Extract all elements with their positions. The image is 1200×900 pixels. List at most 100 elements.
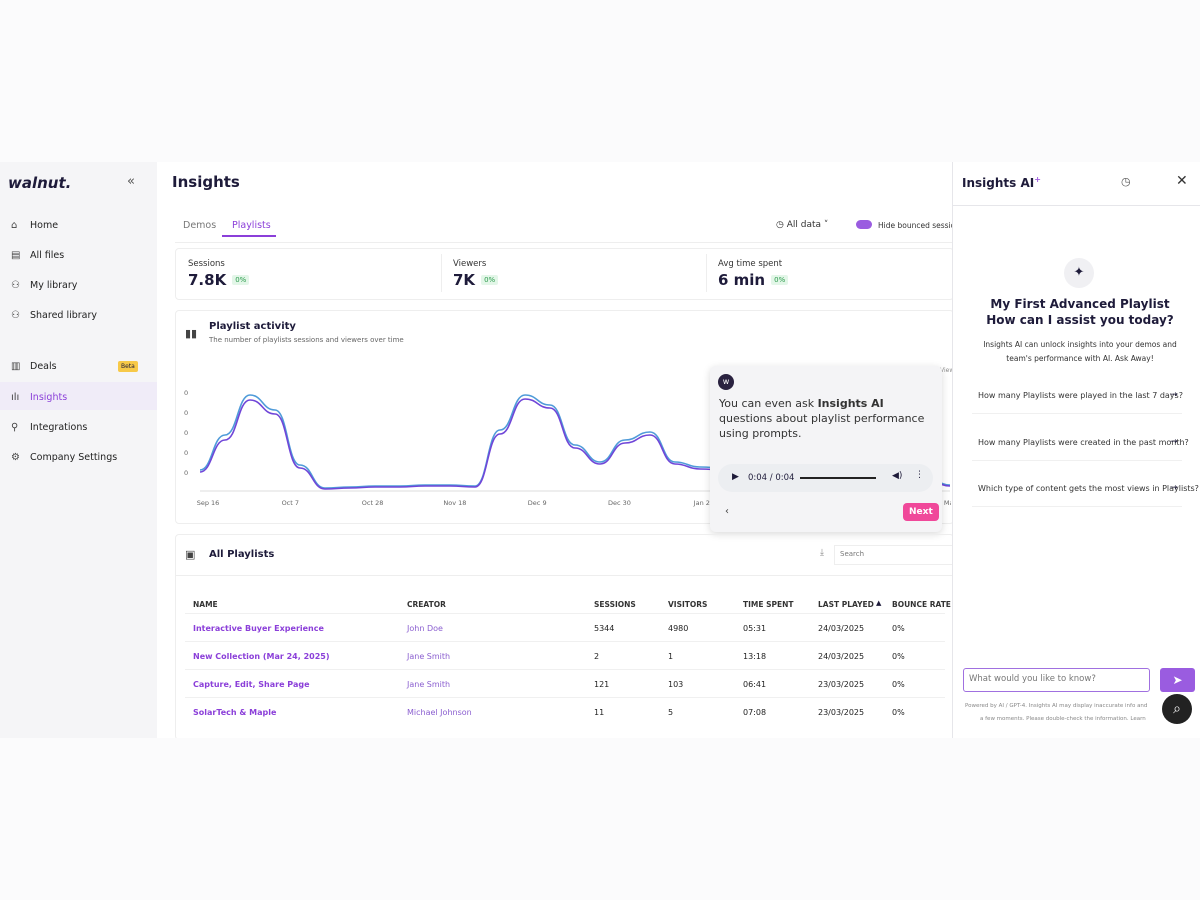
cell: Michael Johnson [407, 708, 472, 717]
send-button[interactable]: ➤ [1160, 668, 1195, 692]
row-divider [185, 613, 945, 614]
toggle[interactable] [856, 220, 872, 229]
sidebar [0, 162, 157, 738]
cell: 23/03/2025 [818, 680, 865, 689]
download[interactable]: ⤓ [820, 548, 824, 558]
search-fab[interactable]: ⌕ [1162, 694, 1192, 724]
nav-item[interactable]: Shared library [30, 310, 98, 321]
activity-subtitle: The number of playlists sessions and vie… [209, 336, 404, 344]
nav-icon[interactable]: ▤ [11, 250, 21, 261]
nav-item[interactable]: Insights [30, 392, 68, 403]
footer: a few moments. Please double-check the i… [980, 716, 1146, 722]
play[interactable]: ▶ [732, 472, 739, 482]
table-title: All Playlists [209, 549, 275, 560]
nav-icon[interactable]: ⚲ [11, 422, 19, 433]
cell: 5 [668, 708, 674, 717]
footer: Powered by AI / GPT-4. Insights AI may d… [965, 703, 1148, 709]
input-placeholder: What would you like to know? [969, 674, 1096, 684]
cell: 1 [668, 652, 674, 661]
tab[interactable]: Demos [183, 220, 217, 231]
suggestion[interactable]: Which type of content gets the most view… [978, 484, 1199, 493]
cell: 24/03/2025 [818, 652, 865, 661]
y-tick-label: 0 [184, 409, 188, 417]
cell: 06:41 [743, 680, 767, 689]
close[interactable]: ✕ [1176, 173, 1188, 189]
cell: 05:31 [743, 624, 767, 633]
nav-icon[interactable]: ⚇ [11, 280, 20, 291]
divider [175, 242, 952, 243]
column-header: TIME SPENT [743, 600, 794, 609]
tooltip: w You can even ask Insights AI questions… [710, 366, 942, 532]
y-tick-label: 0 [184, 389, 188, 397]
nav-item[interactable]: All files [30, 250, 65, 261]
column-header: CREATOR [407, 600, 446, 609]
table-icon: ▣ [185, 548, 196, 561]
volume[interactable]: ◀) [892, 471, 903, 481]
stat-value: 7.8K [188, 271, 227, 289]
ai-panel [952, 162, 1200, 738]
suggestion-divider[interactable] [972, 506, 1182, 507]
ai-input[interactable] [963, 668, 1150, 692]
nav-icon[interactable]: ⚇ [11, 310, 20, 321]
panel-heading: My First Advanced Playlist How can I assi… [953, 296, 1200, 328]
cell: 103 [668, 680, 684, 689]
column-header: SESSIONS [594, 600, 636, 609]
sort-icon[interactable]: ▲ [876, 599, 882, 607]
nav-item[interactable]: Deals [30, 361, 57, 372]
nav-icon[interactable]: ılı [11, 392, 20, 403]
column-header: BOUNCE RATE [892, 600, 951, 609]
cell: 0% [892, 624, 905, 633]
suggestion-divider[interactable] [972, 413, 1182, 414]
playlist-link[interactable]: New Collection (Mar 24, 2025) [193, 652, 330, 661]
collapse[interactable]: « [127, 174, 135, 189]
playlist-link[interactable]: Interactive Buyer Experience [193, 624, 324, 633]
suggestion-arrow[interactable]: → [1170, 436, 1178, 447]
cell: 5344 [594, 624, 615, 633]
suggestion[interactable]: How many Playlists were created in the p… [978, 437, 1189, 447]
x-tick-label: Dec 9 [528, 499, 547, 507]
next-button[interactable]: Next [903, 503, 939, 521]
nav-icon[interactable]: ⚙ [11, 452, 20, 463]
suggestion-arrow[interactable]: → [1170, 390, 1178, 400]
cell: 4980 [668, 624, 689, 633]
stat-change: 0% [232, 275, 250, 285]
nav-item[interactable]: Integrations [30, 422, 88, 433]
playlist-link[interactable]: Capture, Edit, Share Page [193, 680, 310, 689]
nav-item[interactable]: Company Settings [30, 452, 118, 463]
suggestion-arrow[interactable]: → [1170, 483, 1178, 493]
suggestion[interactable]: How many Playlists were played in the la… [978, 391, 1183, 400]
nav-icon[interactable]: ▥ [11, 361, 21, 372]
column-header: NAME [193, 600, 218, 609]
sparkle: ✦ [1064, 258, 1094, 288]
nav-item[interactable]: Home [30, 220, 59, 231]
panel-title-text: Insights AI [962, 176, 1035, 190]
column-header: LAST PLAYED [818, 600, 874, 609]
tab[interactable]: Playlists [232, 220, 271, 231]
app: walnut. « Beta Insights Demos Playlists … [0, 162, 1200, 738]
cell: Jane Smith [407, 680, 451, 689]
suggestion-divider[interactable] [972, 459, 1182, 461]
badge: Beta [118, 361, 138, 372]
avatar: w [718, 374, 734, 390]
cell: 0% [892, 708, 905, 717]
stat-label: Viewers [453, 259, 487, 269]
active-nav-bg [0, 382, 157, 410]
chart-icon: ▮▮ [185, 327, 198, 340]
cell: John Doe [407, 624, 443, 633]
cell: 13:18 [743, 652, 767, 661]
row-divider [185, 641, 945, 642]
divider [175, 575, 952, 576]
column-header: VISITORS [668, 600, 708, 609]
tab-underline [222, 235, 276, 237]
nav-item[interactable]: My library [30, 280, 78, 291]
x-tick-label: Oct 7 [282, 499, 299, 507]
menu[interactable]: ⋮ [915, 470, 924, 480]
playlist-link[interactable]: SolarTech & Maple [193, 708, 277, 717]
back[interactable]: ‹ [725, 506, 729, 517]
nav-icon[interactable]: ⌂ [11, 220, 18, 231]
filter-text: All data [786, 220, 822, 230]
stat-divider [706, 254, 707, 292]
text-bold: Insights AI [817, 397, 884, 410]
filter[interactable]: ◷ All data ˅ [776, 220, 829, 230]
history[interactable]: ◷ [1121, 175, 1131, 188]
